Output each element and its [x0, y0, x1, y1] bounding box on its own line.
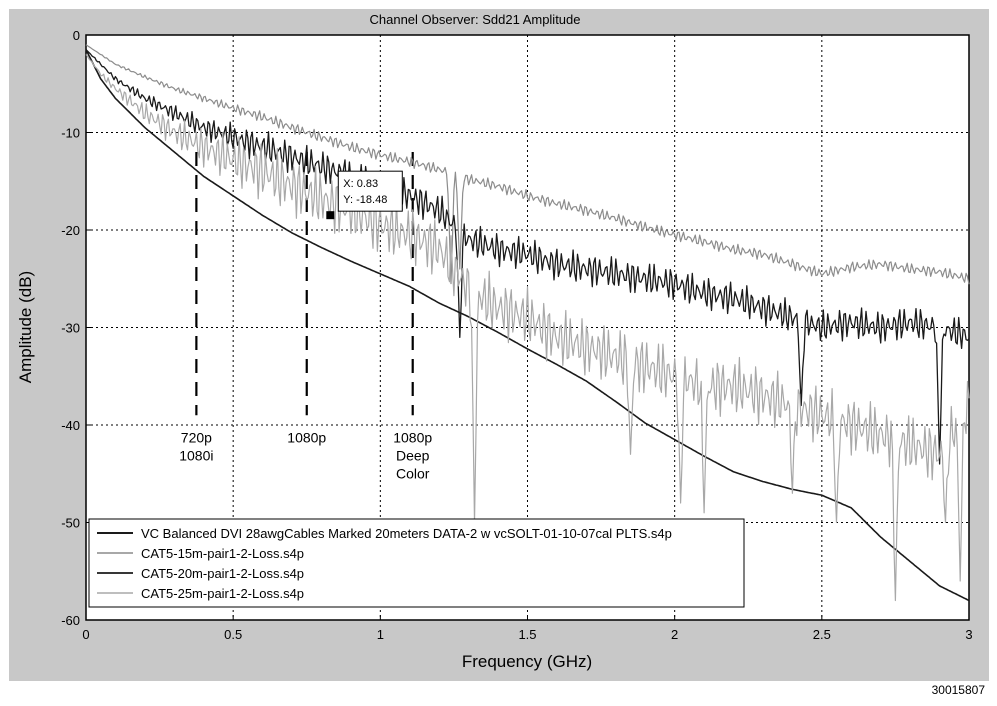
- y-tick-label: -50: [61, 516, 80, 531]
- axis-ticks: 0 0.5 1 1.5 2 2.5 3 0 -10 -20 -30 -40 -50 -60: [61, 28, 972, 642]
- x-tick-label: 1: [377, 627, 384, 642]
- y-tick-label: -60: [61, 613, 80, 628]
- x-tick-label: 3: [965, 627, 972, 642]
- y-tick-label: -20: [61, 223, 80, 238]
- resolution-marker-label: 1080p: [393, 430, 432, 446]
- legend-label: CAT5-15m-pair1-2-Loss.s4p: [141, 546, 304, 561]
- series-lines: [85, 44, 970, 602]
- data-tip-box: [337, 170, 403, 212]
- resolution-marker-label: Color: [396, 466, 430, 482]
- figure-id: 30015807: [931, 683, 985, 697]
- legend-box: [88, 518, 745, 608]
- x-axis-label: Frequency (GHz): [462, 652, 592, 671]
- resolution-marker-label: Deep: [396, 448, 430, 464]
- series-line: [85, 44, 970, 285]
- y-axis-label: Amplitude (dB): [16, 271, 35, 383]
- series-line: [85, 49, 970, 602]
- data-tip-y: Y: -18.48: [343, 194, 387, 206]
- x-tick-label: 1.5: [518, 627, 536, 642]
- series-line: [85, 54, 970, 602]
- y-tick-label: 0: [73, 28, 80, 43]
- x-tick-label: 0.5: [224, 627, 242, 642]
- y-tick-label: -40: [61, 418, 80, 433]
- x-tick-label: 2.5: [813, 627, 831, 642]
- chart-title: Channel Observer: Sdd21 Amplitude: [369, 12, 580, 27]
- legend: VC Balanced DVI 28awgCables Marked 20met…: [88, 518, 745, 608]
- legend-label: VC Balanced DVI 28awgCables Marked 20met…: [141, 526, 672, 541]
- legend-label: CAT5-25m-pair1-2-Loss.s4p: [141, 586, 304, 601]
- x-tick-label: 0: [82, 627, 89, 642]
- y-tick-label: -10: [61, 126, 80, 141]
- x-tick-label: 2: [671, 627, 678, 642]
- resolution-marker-label: 720p: [181, 430, 212, 446]
- chart-figure: Channel Observer: Sdd21 Amplitude 720p 10…: [9, 9, 989, 681]
- data-tip[interactable]: X: 0.83 Y: -18.48: [326, 170, 403, 220]
- data-tip-x: X: 0.83: [343, 178, 378, 190]
- legend-label: CAT5-20m-pair1-2-Loss.s4p: [141, 566, 304, 581]
- resolution-marker-label: 1080p: [287, 430, 326, 446]
- chart-svg: Channel Observer: Sdd21 Amplitude 720p10…: [16, 12, 973, 671]
- y-tick-label: -30: [61, 321, 80, 336]
- resolution-marker-label: 1080i: [179, 448, 213, 464]
- series-line: [85, 49, 970, 465]
- data-tip-marker[interactable]: [326, 211, 335, 220]
- resolution-markers: 720p 1080i 1080p 1080p Deep Color: [179, 152, 432, 482]
